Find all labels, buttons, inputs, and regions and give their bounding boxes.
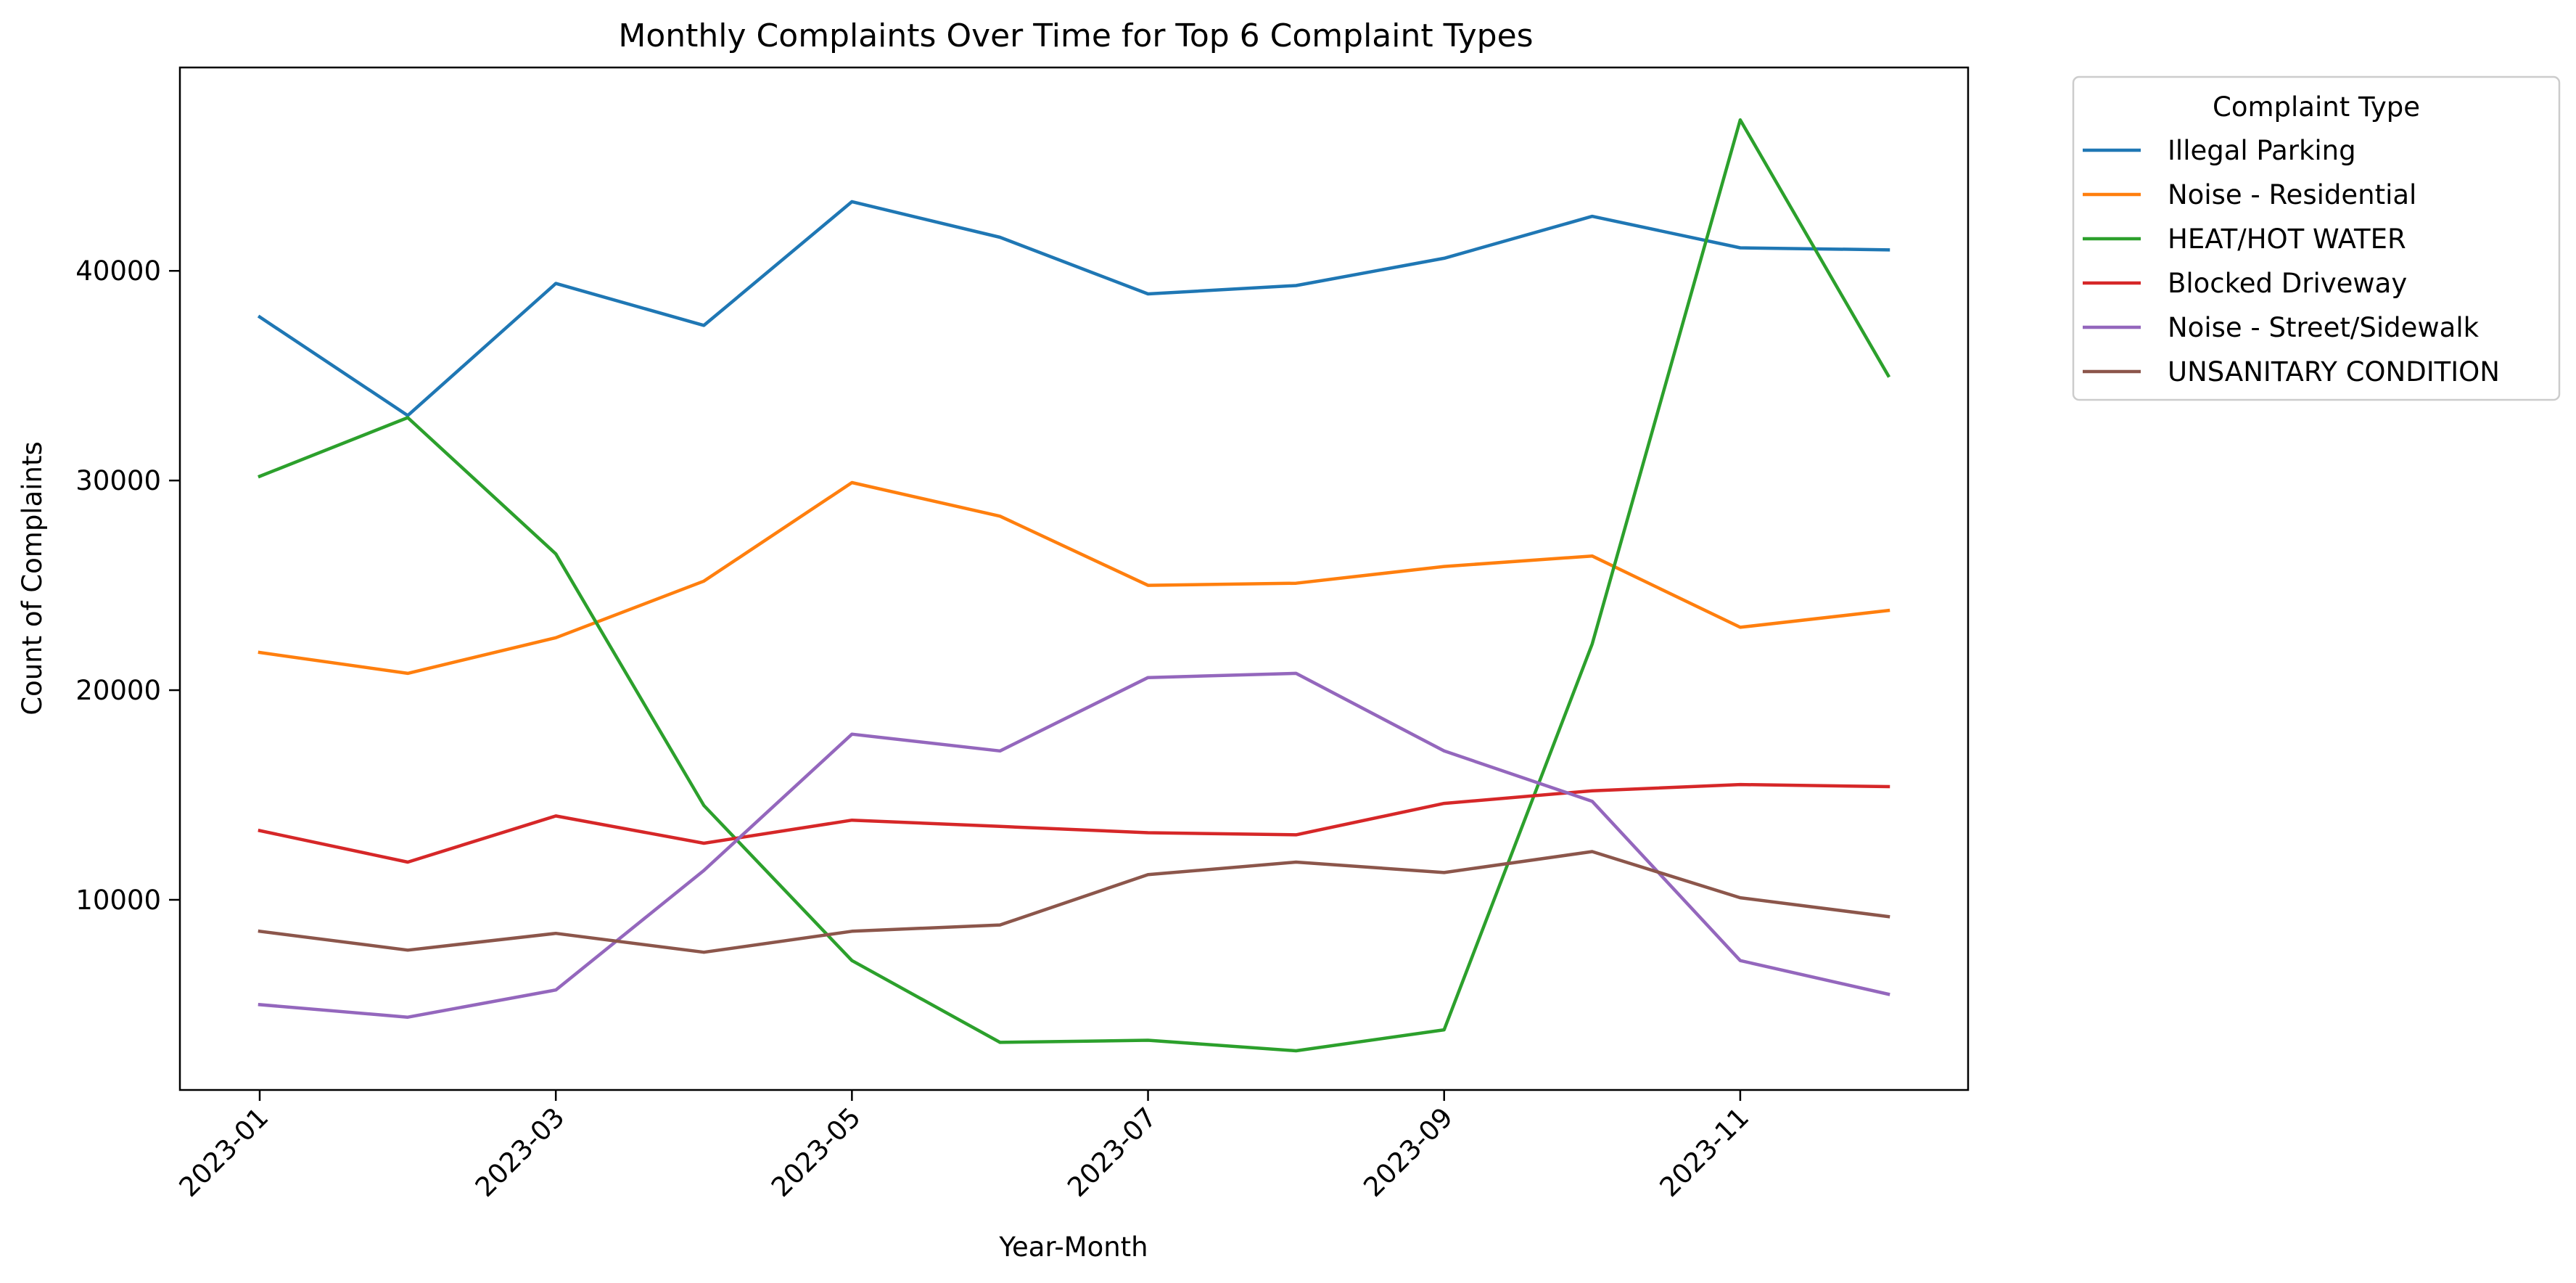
legend-box (2072, 75, 2561, 401)
series-lines (257, 118, 1891, 1053)
legend: Complaint Type Illegal Parking Noise - Re… (2072, 75, 2561, 401)
legend-label-1: Noise - Residential (2168, 179, 2416, 210)
plot-area (178, 66, 1970, 1091)
y-tick-label: 20000 (75, 675, 161, 706)
series-line-3 (258, 782, 1890, 864)
plot-frame (178, 66, 1970, 1091)
y-axis-label: Count of Complaints (17, 441, 48, 716)
y-axis: 10000 20000 30000 40000 (75, 255, 180, 916)
series-line-1 (258, 480, 1890, 676)
y-tick-label: 30000 (75, 465, 161, 496)
legend-label-2: HEAT/HOT WATER (2168, 224, 2406, 255)
legend-title: Complaint Type (2213, 91, 2420, 123)
series-line-5 (258, 850, 1890, 954)
series-line-0 (257, 200, 1890, 417)
y-tick-label: 10000 (75, 885, 161, 916)
series-line-2 (258, 118, 1891, 1053)
chart-title: Monthly Complaints Over Time for Top 6 C… (618, 17, 1533, 54)
y-tick-label: 40000 (75, 255, 161, 287)
legend-label-5: UNSANITARY CONDITION (2168, 356, 2500, 388)
legend-label-3: Blocked Driveway (2168, 268, 2407, 299)
series-line-4 (258, 671, 1890, 1019)
legend-entries: Illegal Parking Noise - Residential HEAT/H… (2083, 135, 2500, 388)
legend-label-4: Noise - Street/Sidewalk (2168, 312, 2480, 343)
x-axis-label: Year-Month (998, 1231, 1148, 1263)
legend-label-0: Illegal Parking (2168, 135, 2356, 166)
